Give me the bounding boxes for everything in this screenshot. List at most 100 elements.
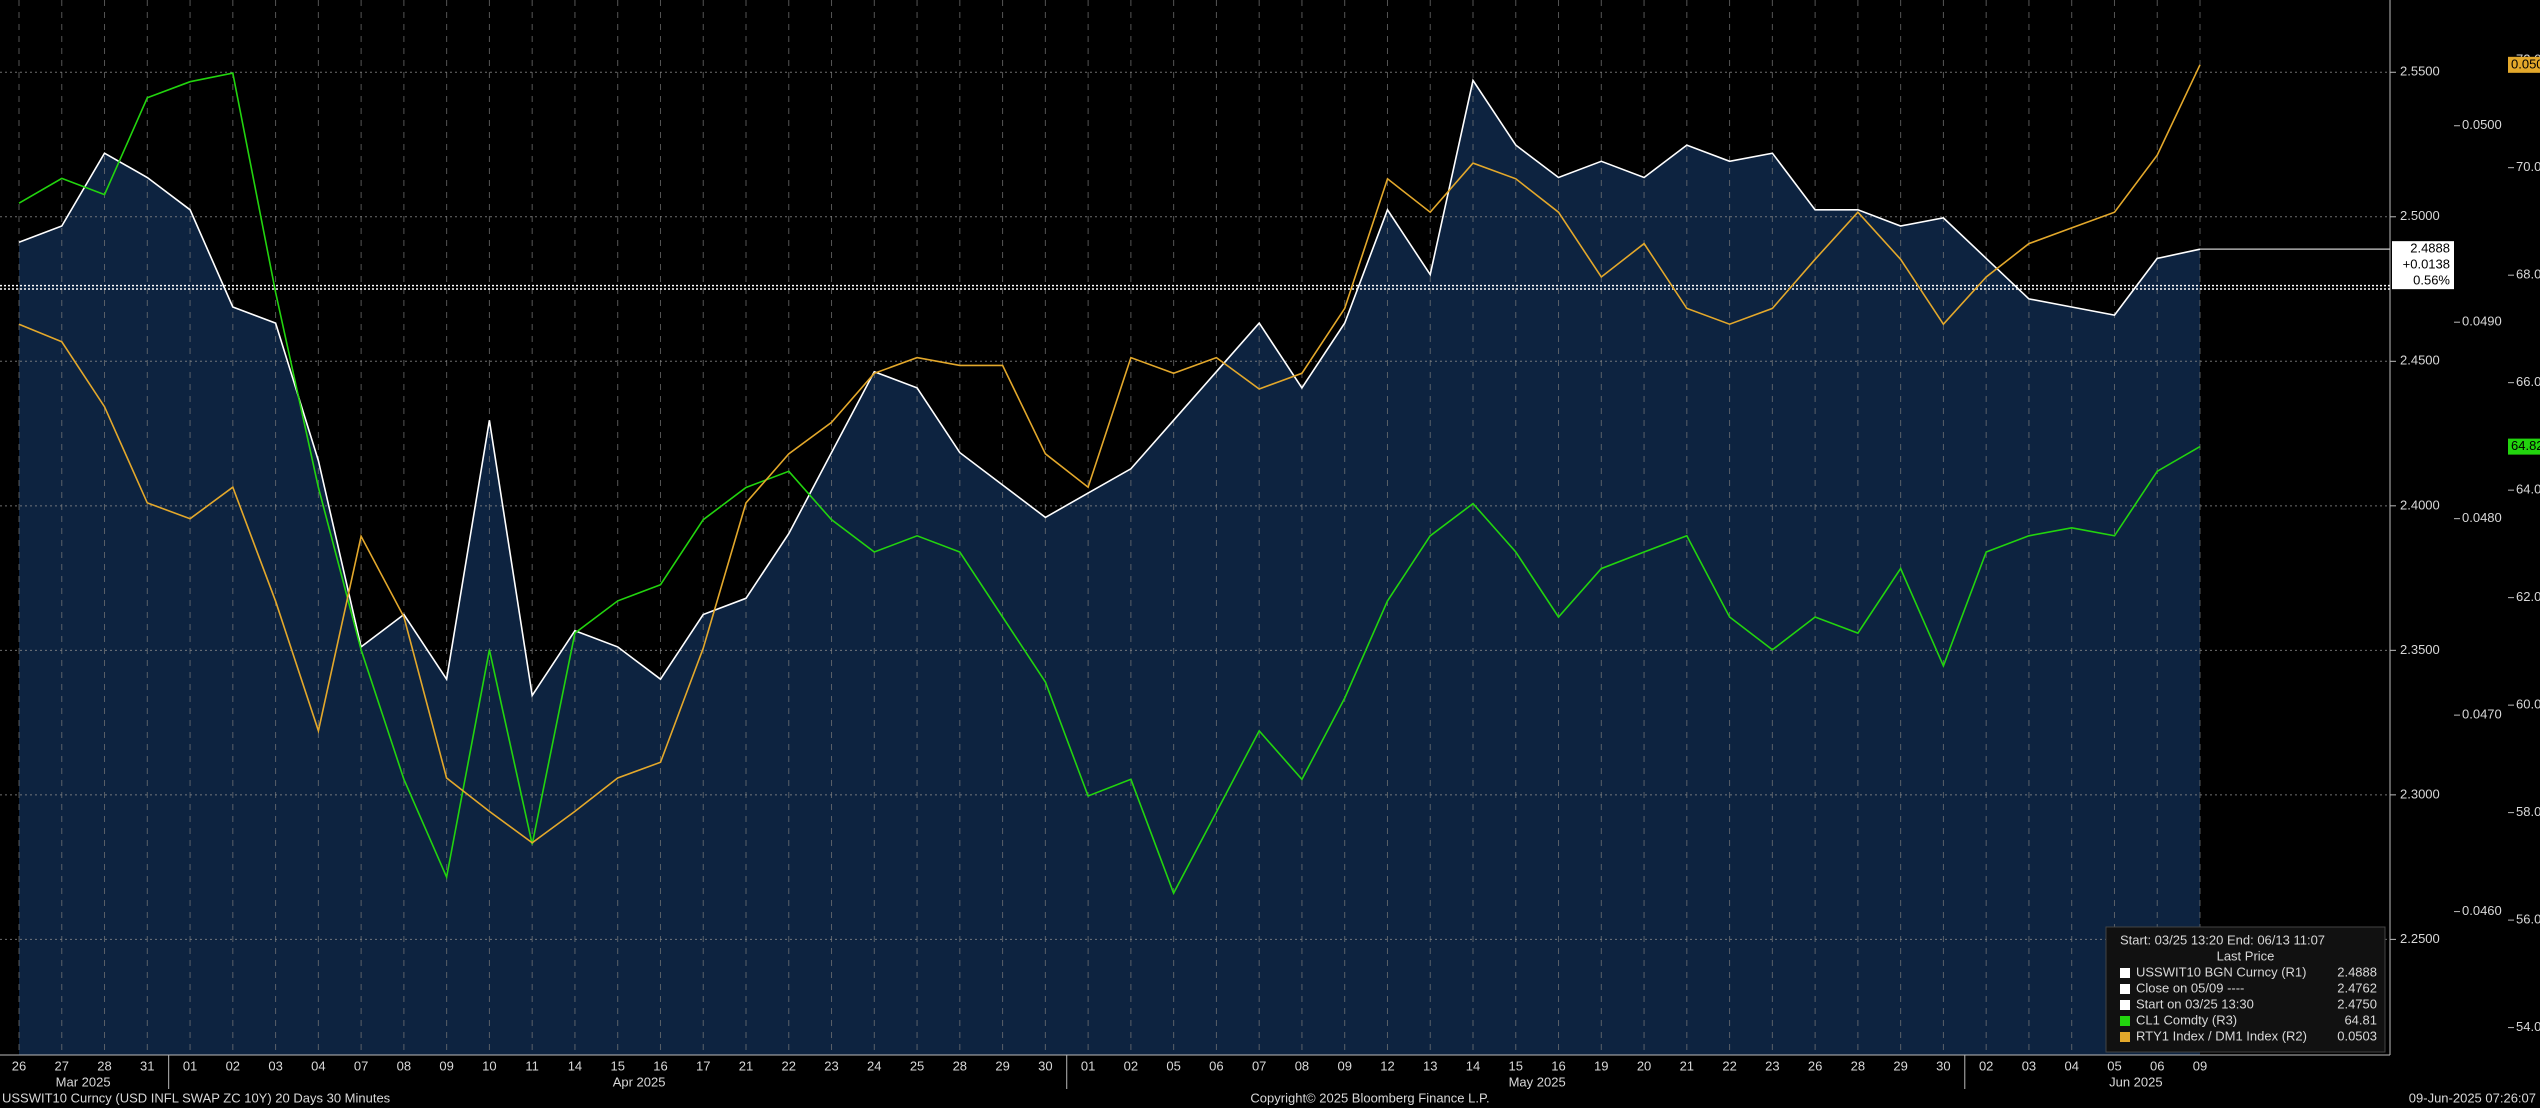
- x-tick-label: 09: [2193, 1058, 2207, 1073]
- footer-right: 09-Jun-2025 07:26:07: [2409, 1090, 2536, 1105]
- x-tick-label: 26: [12, 1058, 26, 1073]
- x-tick-label: 01: [183, 1058, 197, 1073]
- x-tick-label: 03: [268, 1058, 282, 1073]
- x-tick-label: 07: [1252, 1058, 1266, 1073]
- y3-tick-label: 68.00: [2516, 267, 2540, 282]
- x-tick-label: 22: [782, 1058, 796, 1073]
- x-tick-label: 06: [1209, 1058, 1223, 1073]
- y3-tick-label: 66.00: [2516, 374, 2540, 389]
- value-tag-label: 2.4888: [2410, 241, 2450, 256]
- x-tick-label: 05: [2107, 1058, 2121, 1073]
- x-tick-label: 04: [2064, 1058, 2078, 1073]
- series-line: [18, 72, 2201, 896]
- y3-tick-label: 70.00: [2516, 159, 2540, 174]
- y3-tick-label: 60.00: [2516, 697, 2540, 712]
- x-tick-label: 09: [1337, 1058, 1351, 1073]
- x-tick-label: 24: [867, 1058, 881, 1073]
- y2-tick-label: 0.0490: [2462, 314, 2502, 329]
- x-tick-label: 08: [1295, 1058, 1309, 1073]
- y2-tick-label: 0.0470: [2462, 707, 2502, 722]
- x-tick-label: 09: [439, 1058, 453, 1073]
- x-tick-label: 16: [1551, 1058, 1565, 1073]
- x-tick-label: 14: [1466, 1058, 1480, 1073]
- legend-value: 2.4750: [2337, 996, 2377, 1011]
- x-tick-label: 21: [739, 1058, 753, 1073]
- footer-center: Copyright© 2025 Bloomberg Finance L.P.: [1250, 1090, 1489, 1105]
- x-tick-label: 01: [1081, 1058, 1095, 1073]
- y2-tick-label: 0.0460: [2462, 903, 2502, 918]
- series-line: [18, 78, 2201, 698]
- y3-tick-label: 54.00: [2516, 1019, 2540, 1034]
- x-tick-label: 27: [55, 1058, 69, 1073]
- legend-swatch: [2120, 1016, 2130, 1026]
- legend-label: Start on 03/25 13:30: [2136, 996, 2254, 1011]
- value-tag: [2392, 241, 2454, 290]
- x-tick-label: 12: [1380, 1058, 1394, 1073]
- month-label: May 2025: [1509, 1074, 1566, 1089]
- x-tick-label: 15: [610, 1058, 624, 1073]
- legend-value: 2.4762: [2337, 980, 2377, 995]
- x-tick-label: 16: [653, 1058, 667, 1073]
- x-tick-label: 05: [1166, 1058, 1180, 1073]
- y-tick-label: 2.3000: [2400, 786, 2440, 801]
- y3-tick-label: 64.00: [2516, 482, 2540, 497]
- footer-left: USSWIT10 Curncy (USD INFL SWAP ZC 10Y) 2…: [2, 1090, 391, 1105]
- legend-subtitle: Last Price: [2217, 948, 2275, 963]
- value-tag-label: 0.56%: [2413, 273, 2450, 288]
- x-tick-label: 23: [824, 1058, 838, 1073]
- y2-tick-label: 0.0500: [2462, 117, 2502, 132]
- legend-value: 64.81: [2344, 1012, 2377, 1027]
- x-tick-label: 15: [1509, 1058, 1523, 1073]
- value-tag: [2508, 438, 2540, 455]
- x-tick-label: 28: [953, 1058, 967, 1073]
- y3-tick-label: 58.00: [2516, 804, 2540, 819]
- x-tick-label: 10: [482, 1058, 496, 1073]
- y-tick-label: 2.5500: [2400, 64, 2440, 79]
- x-tick-label: 11: [525, 1058, 539, 1073]
- legend-swatch: [2120, 968, 2130, 978]
- y-tick-label: 2.4500: [2400, 353, 2440, 368]
- legend-value: 0.0503: [2337, 1028, 2377, 1043]
- y3-tick-label: 56.00: [2516, 912, 2540, 927]
- value-tag-label: +0.0138: [2403, 257, 2450, 272]
- x-tick-label: 28: [1851, 1058, 1865, 1073]
- y-tick-label: 2.3500: [2400, 642, 2440, 657]
- x-tick-label: 07: [354, 1058, 368, 1073]
- x-tick-label: 30: [1936, 1058, 1950, 1073]
- x-tick-label: 25: [910, 1058, 924, 1073]
- legend-label: RTY1 Index / DM1 Index (R2): [2136, 1028, 2307, 1043]
- value-tag-label: 0.0503: [2511, 56, 2540, 71]
- x-tick-label: 26: [1808, 1058, 1822, 1073]
- series-line: [18, 64, 2201, 844]
- legend-value: 2.4888: [2337, 964, 2377, 979]
- x-tick-label: 02: [226, 1058, 240, 1073]
- x-tick-label: 28: [97, 1058, 111, 1073]
- x-tick-label: 23: [1765, 1058, 1779, 1073]
- x-tick-label: 13: [1423, 1058, 1437, 1073]
- value-tag: [2508, 56, 2540, 73]
- y2-tick-label: 0.0480: [2462, 510, 2502, 525]
- x-tick-label: 17: [696, 1058, 710, 1073]
- y-tick-label: 2.5000: [2400, 208, 2440, 223]
- x-tick-label: 21: [1680, 1058, 1694, 1073]
- x-tick-label: 03: [2022, 1058, 2036, 1073]
- x-tick-label: 04: [311, 1058, 325, 1073]
- y-tick-label: 2.4000: [2400, 497, 2440, 512]
- legend-swatch: [2120, 984, 2130, 994]
- x-tick-label: 29: [995, 1058, 1009, 1073]
- month-label: Mar 2025: [56, 1074, 111, 1089]
- x-tick-label: 19: [1594, 1058, 1608, 1073]
- x-tick-label: 08: [397, 1058, 411, 1073]
- x-tick-label: 29: [1893, 1058, 1907, 1073]
- legend: [2105, 926, 2386, 1053]
- x-tick-label: 06: [2150, 1058, 2164, 1073]
- x-tick-label: 02: [1124, 1058, 1138, 1073]
- legend-label: Close on 05/09 ----: [2136, 980, 2244, 995]
- legend-swatch: [2120, 1032, 2130, 1042]
- legend-label: USSWIT10 BGN Curncy (R1): [2136, 964, 2306, 979]
- legend-title: Start: 03/25 13:20 End: 06/13 11:07: [2120, 932, 2325, 947]
- month-label: Jun 2025: [2109, 1074, 2163, 1089]
- x-tick-label: 14: [568, 1058, 582, 1073]
- x-tick-label: 31: [140, 1058, 154, 1073]
